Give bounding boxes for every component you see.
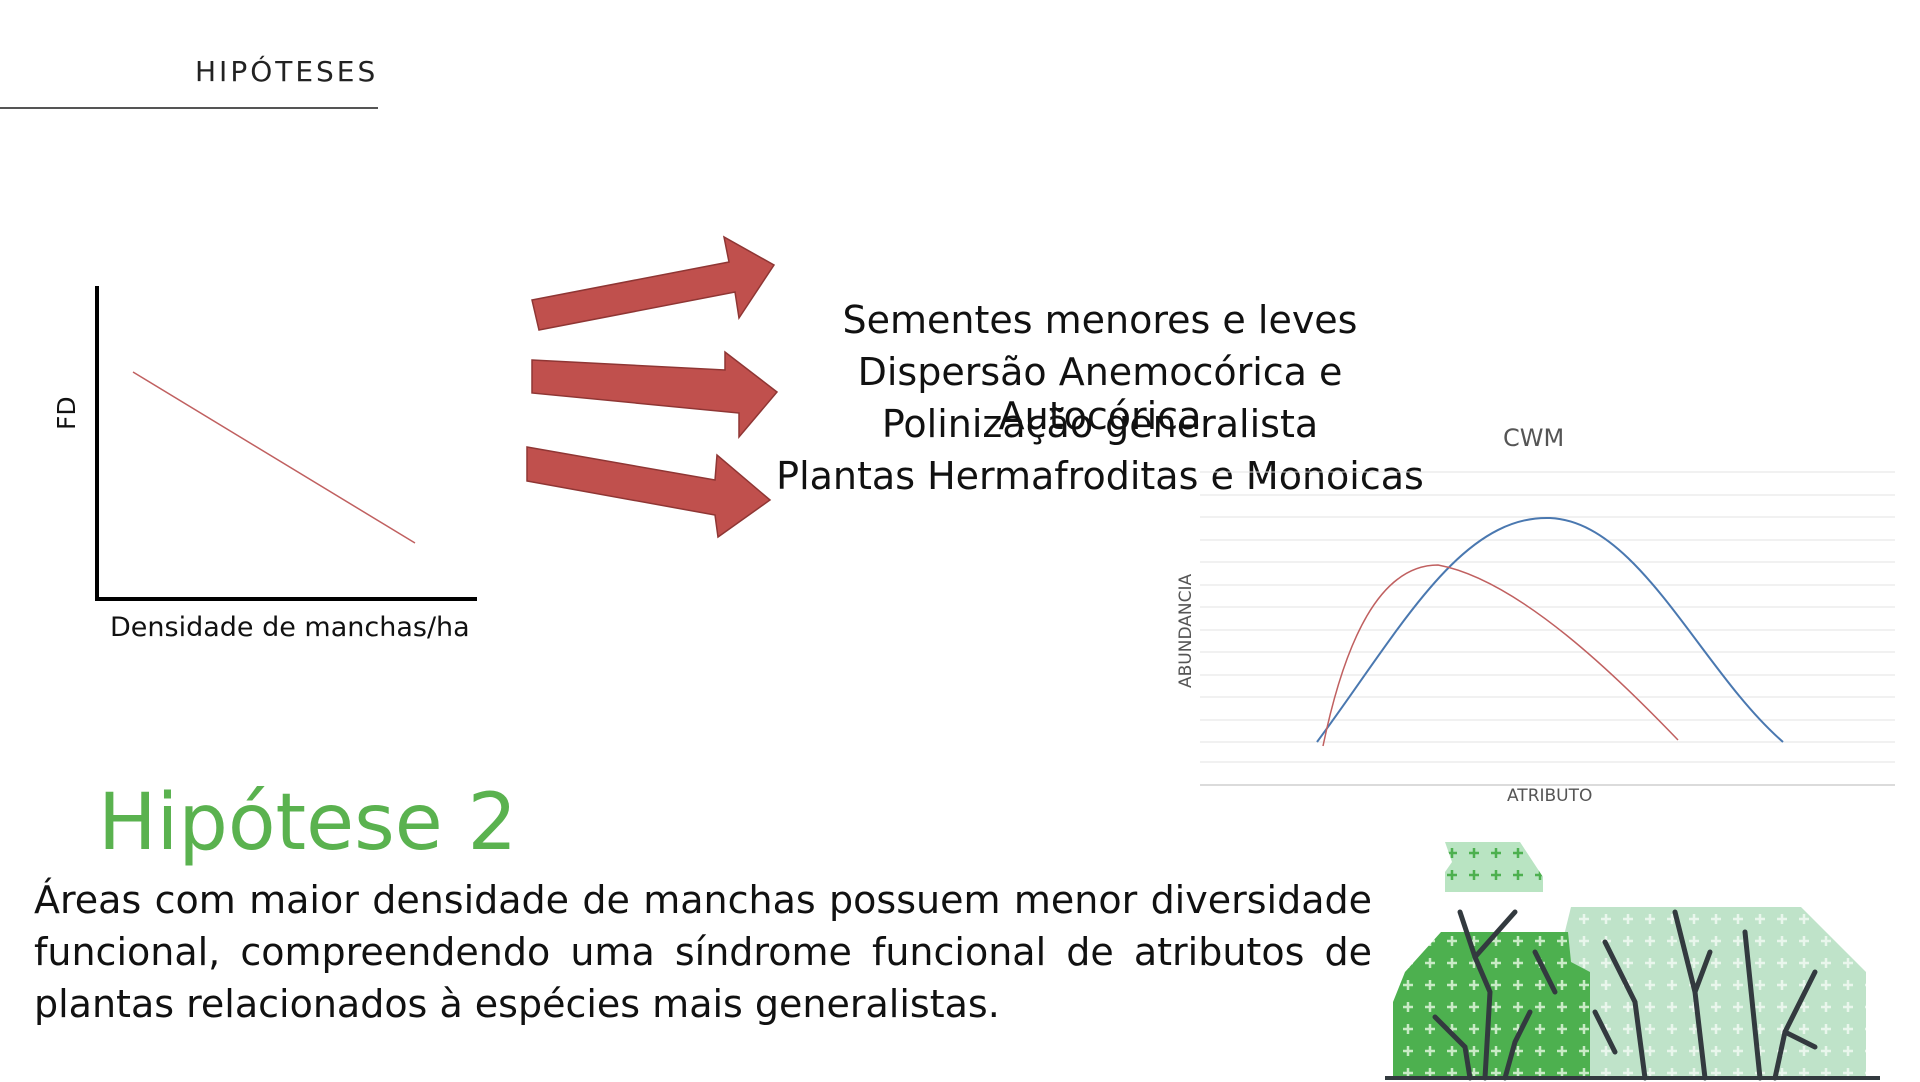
cwm-gridlines [1200, 471, 1895, 763]
fd-trend-line [132, 371, 416, 544]
density-axis-label: Densidade de manchas/ha [110, 612, 470, 643]
hypothesis-title: Hipótese 2 [98, 778, 518, 868]
cwm-y-label: ABUNDANCIA [1176, 573, 1196, 688]
bush-top [1445, 842, 1543, 892]
hypothesis-body: Áreas com maior densidade de manchas pos… [34, 878, 1372, 1026]
cwm-curve-blue [1316, 516, 1784, 743]
bushes-illustration-icon [1385, 842, 1880, 1081]
fd-axis-label: FD [52, 396, 81, 430]
bush-right [1555, 907, 1866, 1078]
cwm-curve-red [1322, 564, 1679, 747]
cwm-x-label: ATRIBUTO [1507, 786, 1593, 806]
title-divider [0, 107, 378, 109]
trait-sexual-system: Plantas Hermafroditas e Monoicas [776, 454, 1424, 498]
trait-pollination: Polinização generalista [881, 402, 1319, 446]
arrow-right-icon [531, 350, 779, 440]
fd-graph [95, 286, 477, 601]
arrow-right-icon [526, 446, 772, 539]
cwm-chart-title: CWM [1503, 424, 1565, 452]
arrow-right-icon [531, 235, 776, 331]
bush-branches [1432, 909, 1818, 1081]
arrows-group [526, 235, 779, 539]
section-title: HIPÓTESES [195, 55, 379, 88]
trait-seeds: Sementes menores e leves [842, 298, 1358, 342]
cwm-chart [1200, 471, 1895, 786]
trait-dispersal: Dispersão Anemocórica e Autocórica [857, 350, 1343, 438]
